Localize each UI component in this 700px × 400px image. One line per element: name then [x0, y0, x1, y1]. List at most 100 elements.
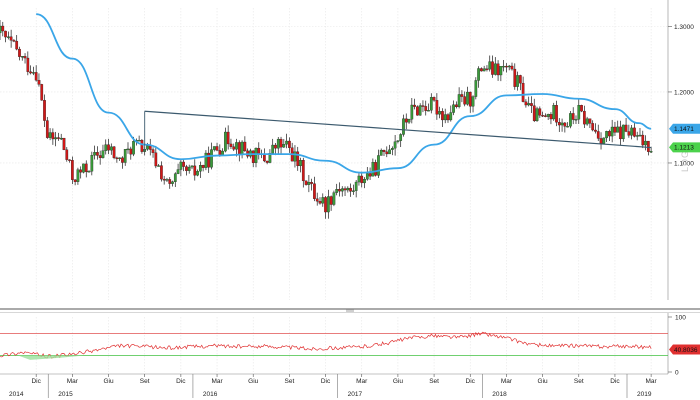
candle-down [115, 157, 119, 160]
candle-up [566, 126, 569, 128]
candle-up [307, 181, 311, 185]
candle-down [524, 101, 528, 106]
candle-up [630, 127, 633, 136]
rsi-last-value-box [669, 344, 700, 355]
candle-up [132, 141, 135, 155]
candle-down [43, 100, 46, 121]
candle-down [121, 157, 124, 163]
candle-down [599, 138, 603, 144]
month-tick-label: Dic [321, 378, 331, 385]
candle-down [454, 104, 458, 108]
candle-down [627, 131, 631, 136]
candle-up [157, 165, 160, 167]
candle-up [371, 162, 375, 177]
candle-down [96, 152, 99, 156]
candle-up [101, 150, 105, 158]
candle-down [538, 108, 542, 116]
rsi-line [0, 331, 652, 359]
candle-down [594, 129, 597, 132]
candle-down [329, 196, 333, 205]
price-tick-label: 1.3000 [674, 24, 694, 31]
rsi-panel: 100 0 40.8036 [0, 313, 700, 376]
candle-down [162, 178, 166, 181]
candle-up [82, 163, 85, 173]
panel-separator[interactable] [0, 308, 700, 313]
candle-up [357, 175, 361, 183]
candle-down [207, 152, 211, 168]
candle-down [243, 141, 247, 152]
candle-down [262, 154, 266, 162]
candle-up [346, 187, 350, 191]
candle-up [616, 126, 620, 133]
candle-down [571, 113, 575, 120]
candle-down [518, 75, 522, 84]
year-label: 2016 [203, 391, 218, 398]
candle-up [644, 140, 647, 146]
candle-down [360, 175, 364, 184]
candle-down [12, 40, 16, 42]
candle-up [210, 149, 213, 168]
candle-down [404, 118, 408, 123]
candle-up [198, 165, 202, 172]
candle-down [129, 148, 133, 155]
candle-down [491, 61, 494, 75]
candle-down [148, 145, 152, 150]
candle-up [254, 147, 258, 163]
candle-up [585, 118, 589, 125]
candle-up [407, 119, 411, 123]
candle-up [560, 122, 564, 126]
candle-down [15, 40, 19, 50]
candle-up [649, 151, 653, 153]
candle-down [84, 163, 88, 172]
candle-up [187, 166, 191, 171]
candle-down [29, 71, 32, 74]
rsi-tick-label: 0 [675, 369, 679, 376]
candle-down [51, 132, 55, 140]
month-tick-label: Mar [501, 378, 513, 385]
candle-up [90, 155, 94, 172]
candle-up [493, 63, 497, 75]
candle-down [193, 165, 197, 176]
candle-down [168, 179, 172, 184]
candle-up [221, 150, 224, 155]
candle-down [304, 180, 308, 185]
trendline [144, 110, 652, 152]
candle-down [18, 48, 21, 57]
candle-down [446, 114, 450, 121]
candle-down [596, 131, 600, 139]
candle-down [62, 137, 66, 150]
candle-up [393, 141, 397, 149]
candle-down [315, 198, 319, 202]
candle-down [98, 155, 102, 158]
candle-up [321, 197, 325, 204]
resize-handle-icon[interactable] [346, 309, 354, 312]
candle-down [441, 111, 444, 121]
log-scale-badge[interactable]: LOG [680, 150, 690, 172]
candle-up [293, 151, 297, 162]
candle-down [57, 137, 60, 139]
candle-up [427, 110, 430, 112]
price-last-value-label: 1.1213 [674, 145, 694, 152]
trendline-segment[interactable] [144, 110, 652, 149]
candle-down [237, 142, 241, 155]
candle-down [34, 72, 38, 81]
candle-up [299, 159, 302, 167]
candle-down [421, 105, 425, 107]
year-label: 2014 [9, 391, 24, 398]
main-grid [0, 8, 668, 300]
indicator-grid [35, 317, 652, 372]
candle-down [633, 127, 636, 137]
candle-down [544, 115, 547, 117]
candle-down [608, 131, 611, 137]
candle-down [555, 105, 558, 123]
candle-up [76, 169, 80, 182]
candle-down [251, 150, 255, 163]
candle-down [274, 144, 277, 149]
candle-down [229, 143, 233, 147]
candle-down [349, 187, 352, 192]
candle-down [413, 104, 416, 107]
candle-down [624, 124, 628, 132]
candle-down [160, 165, 163, 180]
candle-down [613, 126, 617, 133]
candle-up [363, 179, 366, 184]
